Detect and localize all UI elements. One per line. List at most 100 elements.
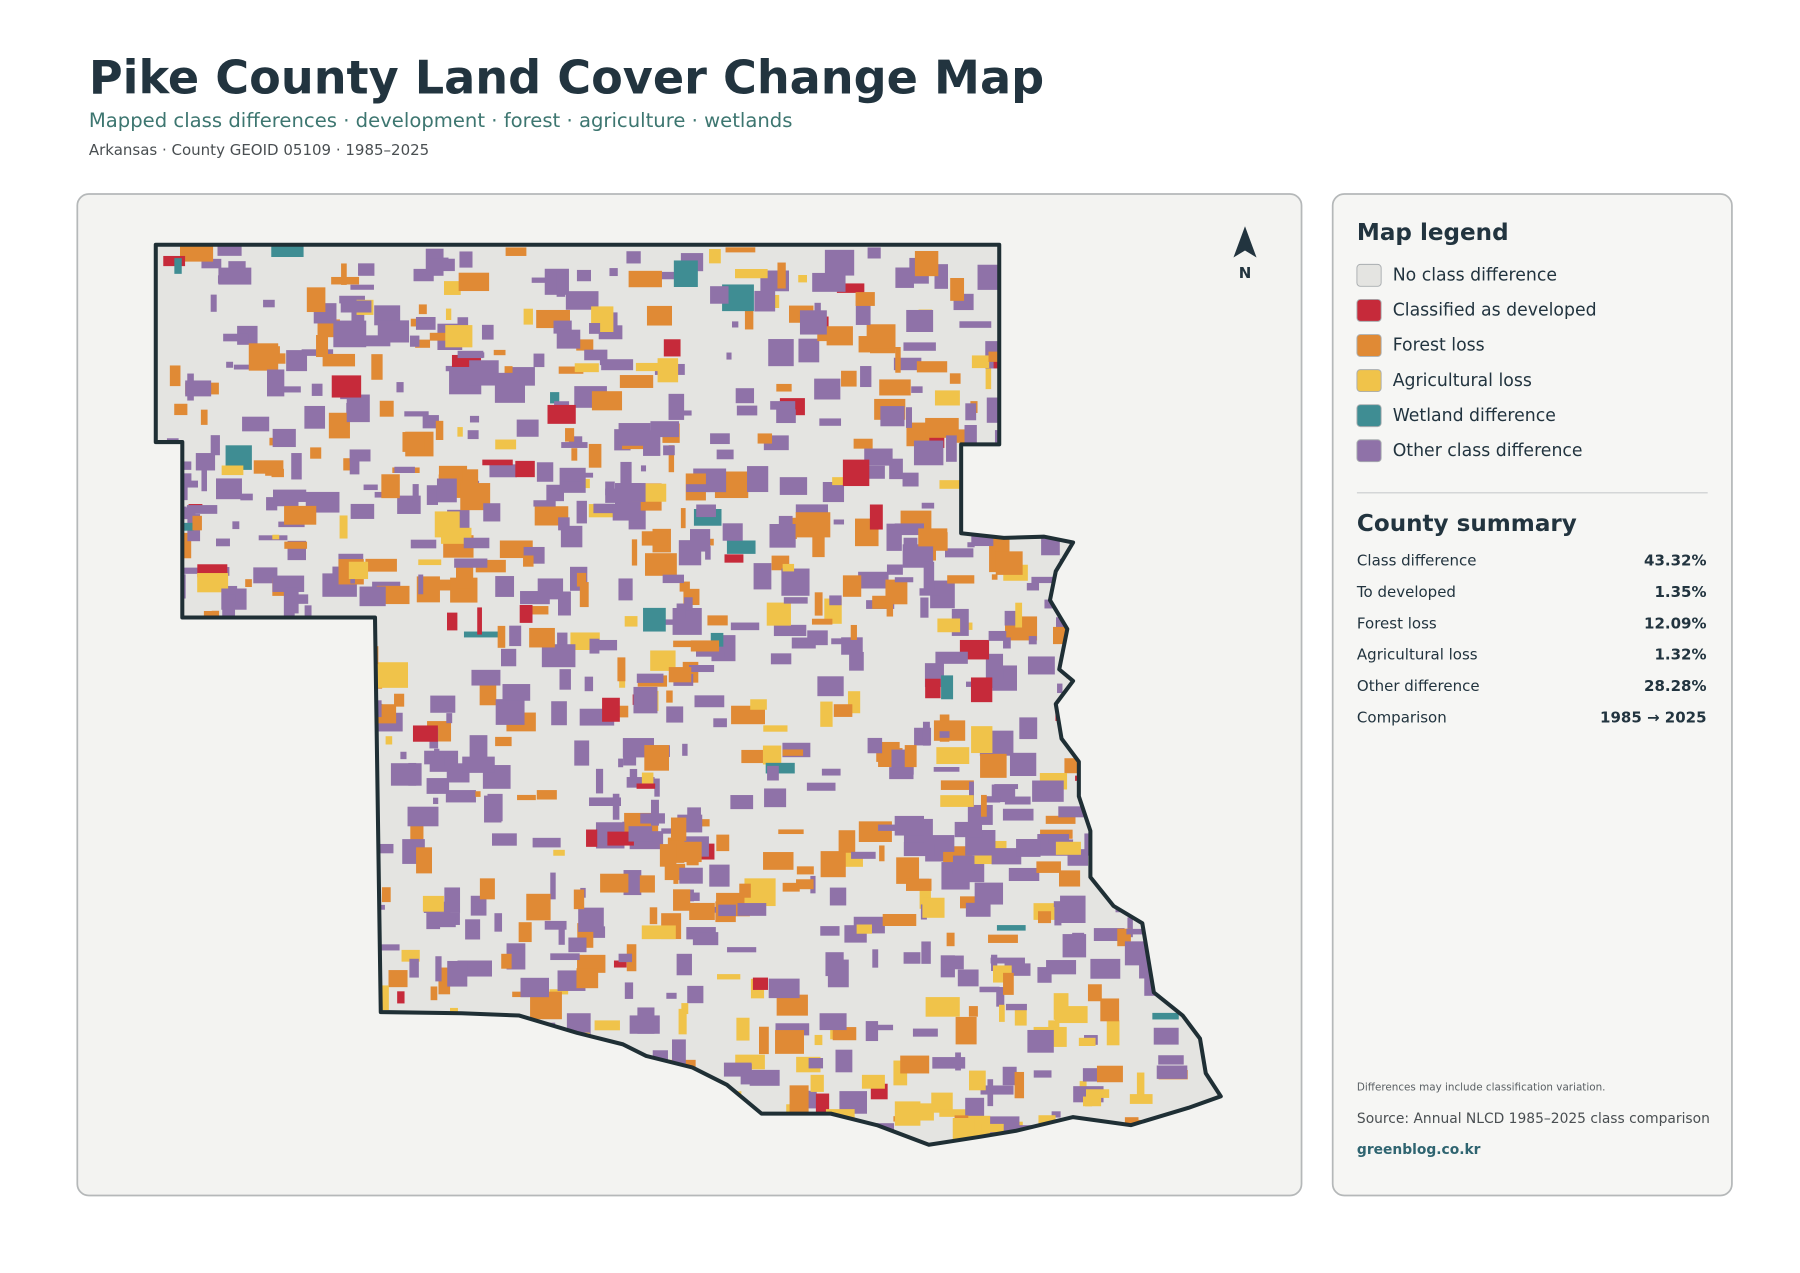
- patch: [1019, 717, 1038, 740]
- patch: [968, 1006, 978, 1017]
- patch: [379, 400, 394, 417]
- patch: [590, 926, 606, 938]
- patch: [820, 851, 846, 878]
- summary-value: 12.09%: [1644, 614, 1706, 632]
- patch: [541, 644, 576, 668]
- patch: [267, 369, 285, 397]
- patch: [974, 882, 1004, 905]
- patch: [921, 941, 931, 964]
- patch: [779, 477, 808, 495]
- patch: [782, 563, 795, 572]
- patch: [659, 844, 677, 867]
- patch: [716, 449, 734, 460]
- patch: [643, 607, 666, 632]
- patch: [607, 831, 634, 846]
- patch: [906, 309, 934, 332]
- patch: [605, 481, 615, 496]
- patch: [826, 326, 853, 346]
- patch: [359, 586, 386, 607]
- patch: [651, 271, 677, 280]
- patch: [841, 637, 863, 655]
- legend-swatch: [1356, 439, 1382, 463]
- patch: [494, 913, 503, 932]
- patch: [584, 349, 608, 361]
- patch: [430, 986, 438, 1001]
- patch: [633, 686, 658, 714]
- patch: [558, 517, 570, 531]
- patch: [584, 676, 594, 692]
- patch: [459, 251, 473, 268]
- patch: [990, 957, 1025, 964]
- patch: [481, 324, 494, 340]
- patch: [798, 275, 807, 283]
- patch: [765, 762, 795, 774]
- patch: [600, 873, 629, 893]
- patch: [186, 505, 218, 514]
- patch: [629, 1015, 660, 1034]
- patch: [705, 546, 711, 560]
- patch: [744, 308, 754, 330]
- patch: [553, 849, 565, 856]
- summary: Class difference 43.32% To developed 1.35% F…: [1356, 552, 1707, 727]
- patch: [649, 907, 658, 925]
- patch: [864, 448, 893, 466]
- patch: [872, 1024, 894, 1031]
- patch: [709, 864, 730, 887]
- patch: [1033, 1070, 1052, 1078]
- patch: [867, 247, 881, 259]
- patch: [925, 678, 941, 699]
- patch: [434, 748, 440, 759]
- patch: [1031, 576, 1062, 584]
- patch: [304, 605, 312, 620]
- patch: [832, 1027, 857, 1041]
- patch: [618, 423, 651, 446]
- patch: [775, 1030, 804, 1054]
- patch: [1032, 780, 1064, 802]
- patch: [694, 695, 725, 708]
- patch: [1084, 833, 1091, 856]
- patch: [820, 926, 840, 936]
- patch: [795, 512, 831, 538]
- patch: [886, 564, 903, 575]
- patch: [922, 721, 930, 746]
- patch: [523, 308, 533, 325]
- patch: [579, 582, 589, 608]
- patch: [576, 572, 587, 587]
- legend-swatch: [1356, 263, 1382, 287]
- patch: [970, 677, 993, 703]
- patch: [394, 466, 415, 473]
- legend-swatch: [1356, 334, 1382, 357]
- patch: [446, 713, 453, 724]
- patch: [628, 270, 662, 288]
- patch: [750, 699, 767, 710]
- patch: [272, 386, 301, 393]
- patch: [365, 558, 397, 572]
- patch: [492, 833, 517, 846]
- patch: [735, 388, 755, 404]
- patch: [999, 1004, 1005, 1022]
- patch: [841, 370, 857, 387]
- patch: [574, 740, 590, 766]
- patch: [724, 554, 744, 563]
- patch: [339, 515, 348, 539]
- patch: [861, 1074, 885, 1089]
- patch: [195, 453, 216, 471]
- patch: [463, 537, 490, 549]
- patch: [520, 977, 549, 998]
- patch: [971, 355, 990, 369]
- patch: [763, 725, 788, 732]
- patch: [967, 542, 975, 548]
- patch: [894, 815, 925, 836]
- patch: [686, 859, 699, 866]
- patch: [829, 887, 847, 906]
- patch: [838, 830, 856, 854]
- patch: [253, 567, 278, 584]
- patch: [201, 466, 208, 492]
- patch: [985, 366, 992, 390]
- patch: [762, 745, 782, 765]
- patch: [936, 747, 970, 764]
- patch: [310, 447, 322, 459]
- patch: [349, 458, 360, 475]
- patch: [568, 436, 583, 446]
